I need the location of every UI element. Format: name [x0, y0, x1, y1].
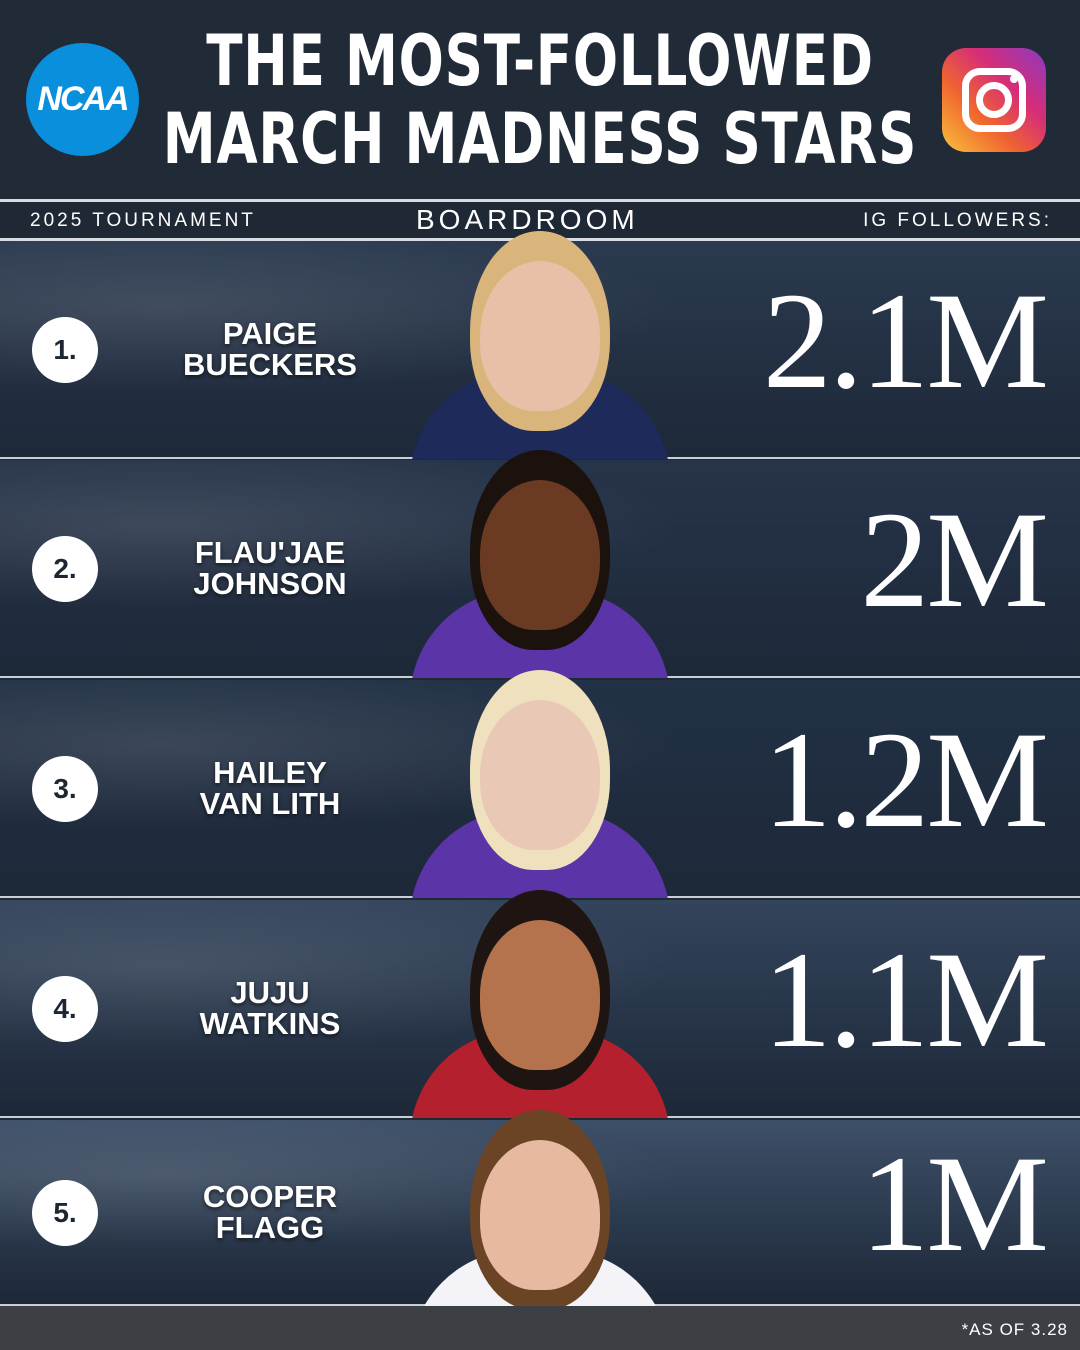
- player-first-name: COOPER: [202, 1179, 338, 1214]
- player-last-name: VAN LITH: [199, 786, 341, 821]
- page-title: THE MOST-FOLLOWED MARCH MADNESS STARS: [130, 22, 951, 178]
- title-line-2: MARCH MADNESS STARS: [162, 98, 918, 180]
- footnote: *AS OF 3.28: [961, 1320, 1068, 1339]
- rank-badge: 4.: [32, 976, 98, 1042]
- footer-band: [0, 1306, 1080, 1350]
- header: THE MOST-FOLLOWED MARCH MADNESS STARS NC…: [0, 0, 1080, 200]
- tournament-label: 2025 TOURNAMENT: [30, 210, 256, 231]
- player-name: JUJU WATKINS: [160, 977, 380, 1039]
- player-photo: [400, 450, 680, 678]
- player-photo: [400, 231, 680, 459]
- player-name: PAIGE BUECKERS: [160, 318, 380, 380]
- follower-count: 2.1M: [762, 264, 1049, 417]
- follower-count: 1M: [860, 1127, 1049, 1280]
- rank-badge: 5.: [32, 1180, 98, 1246]
- follower-count: 1.2M: [762, 703, 1049, 856]
- player-first-name: HAILEY: [213, 755, 327, 790]
- player-last-name: JOHNSON: [193, 566, 347, 601]
- player-last-name: BUECKERS: [183, 347, 357, 382]
- title-line-1: THE MOST-FOLLOWED: [206, 20, 874, 102]
- rank-badge: 2.: [32, 536, 98, 602]
- player-first-name: PAIGE: [222, 316, 318, 351]
- instagram-icon: [942, 48, 1046, 152]
- ncaa-logo: NCAA: [26, 43, 139, 156]
- rank-badge: 1.: [32, 317, 98, 383]
- player-row: 4. JUJU WATKINS 1.1M: [0, 900, 1080, 1118]
- follower-count: 2M: [860, 483, 1049, 636]
- player-last-name: FLAGG: [215, 1210, 325, 1245]
- ig-followers-label: IG FOLLOWERS:: [863, 210, 1052, 231]
- follower-count: 1.1M: [762, 923, 1049, 1076]
- player-photo: [400, 890, 680, 1118]
- player-name: HAILEY VAN LITH: [160, 757, 380, 819]
- player-photo: [400, 670, 680, 898]
- player-name: FLAU'JAE JOHNSON: [160, 537, 380, 599]
- player-name: COOPER FLAGG: [160, 1181, 380, 1243]
- player-first-name: FLAU'JAE: [194, 535, 346, 570]
- player-first-name: JUJU: [230, 975, 310, 1010]
- rank-badge: 3.: [32, 756, 98, 822]
- boardroom-brand: BOARDROOM: [416, 204, 639, 235]
- player-last-name: WATKINS: [199, 1006, 341, 1041]
